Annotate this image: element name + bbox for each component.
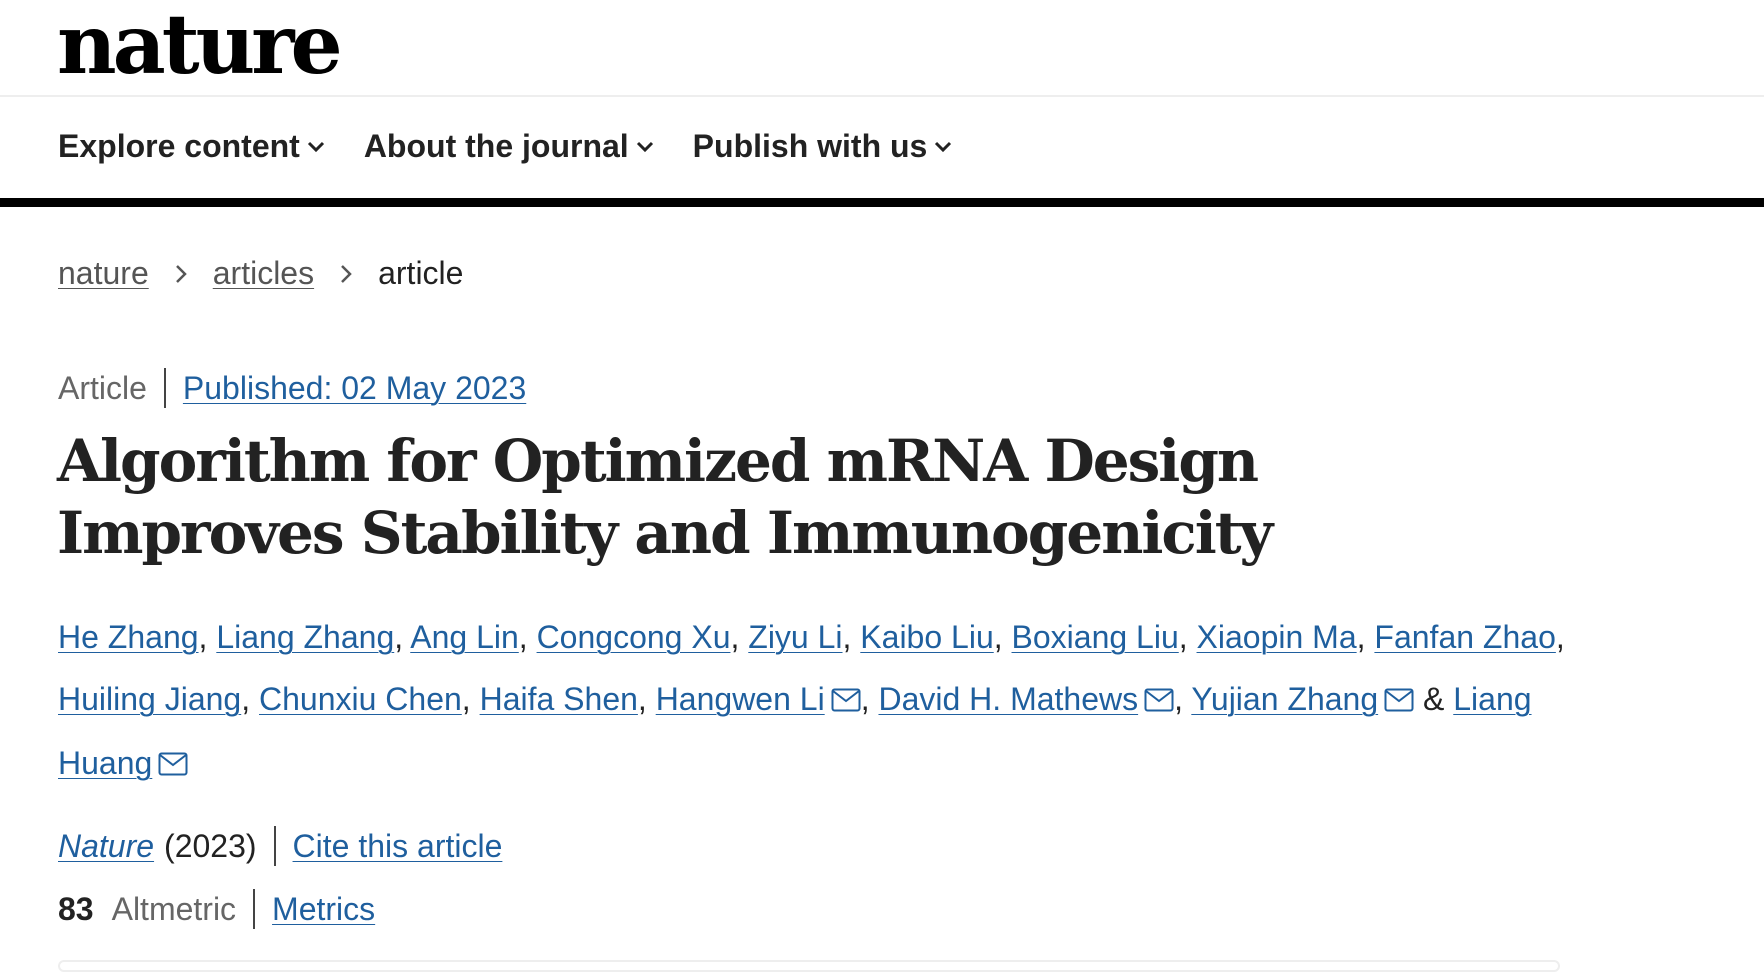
author-link[interactable]: Liang Huang [58,681,1532,781]
chevron-right-icon [340,264,352,284]
author-link[interactable]: Xiaopin Ma [1196,619,1357,655]
altmetric-count: 83 [58,890,94,927]
chevron-down-icon [935,141,952,152]
author-link[interactable]: Liang Zhang [216,619,395,655]
main-nav [0,97,1764,207]
published-date-link[interactable]: Published: 02 May 2023 [182,369,527,406]
author-link[interactable]: Huiling Jiang [58,681,242,717]
cite-divider [273,826,276,866]
envelope-icon[interactable] [1384,670,1414,732]
nav-list: Explore content About the journal Publis… [58,128,953,165]
envelope-icon[interactable] [158,734,188,796]
author-link[interactable]: Ang Lin [410,619,519,655]
nav-item-label: About the journal [363,128,629,164]
envelope-icon[interactable] [1144,670,1174,732]
citation-line: Nature (2023) Cite this article [58,826,502,866]
author-link[interactable]: Congcong Xu [536,619,731,655]
author-link[interactable]: Hangwen Li [655,681,825,717]
access-box-edge [58,960,1560,972]
masthead: nature [0,0,1764,97]
nature-logo[interactable]: nature [57,0,343,93]
chevron-down-icon [636,141,653,152]
nav-explore-content[interactable]: Explore content [58,128,326,165]
journal-link[interactable]: Nature [58,827,155,864]
author-link[interactable]: He Zhang [58,619,199,655]
cite-this-article-link[interactable]: Cite this article [292,827,503,864]
author-link[interactable]: Haifa Shen [479,681,638,717]
nav-item-label: Explore content [58,128,300,164]
publication-year: (2023) [164,827,257,864]
author-link[interactable]: Kaibo Liu [860,619,994,655]
author-link[interactable]: David H. Mathews [878,681,1139,717]
chevron-down-icon [307,141,324,152]
chevron-right-icon [175,264,187,284]
envelope-icon[interactable] [831,670,861,732]
article-type: Article [58,369,147,406]
nav-about-the-journal[interactable]: About the journal [364,128,655,165]
author-link[interactable]: Ziyu Li [748,619,843,655]
author-link[interactable]: Fanfan Zhao [1374,619,1556,655]
author-list: He Zhang, Liang Zhang, Ang Lin, Congcong… [58,606,1578,796]
nav-publish-with-us[interactable]: Publish with us [693,128,954,165]
article-meta: Article Published: 02 May 2023 [58,368,526,408]
author-link[interactable]: Yujian Zhang [1191,681,1379,717]
nav-item-label: Publish with us [692,128,928,164]
article-title: Algorithm for Optimized mRNA Design Impr… [57,427,1273,567]
meta-divider [163,368,166,408]
author-link[interactable]: Boxiang Liu [1011,619,1179,655]
breadcrumb: nature articles article [58,255,463,292]
altmetric-label: Altmetric [111,890,237,927]
metrics-line: 83 Altmetric Metrics [58,889,375,929]
breadcrumb-nature[interactable]: nature [58,255,149,291]
author-link[interactable]: Chunxiu Chen [259,681,462,717]
breadcrumb-current: article [378,255,464,291]
metrics-divider [253,889,256,929]
breadcrumb-articles[interactable]: articles [212,255,315,291]
metrics-link[interactable]: Metrics [272,890,376,927]
